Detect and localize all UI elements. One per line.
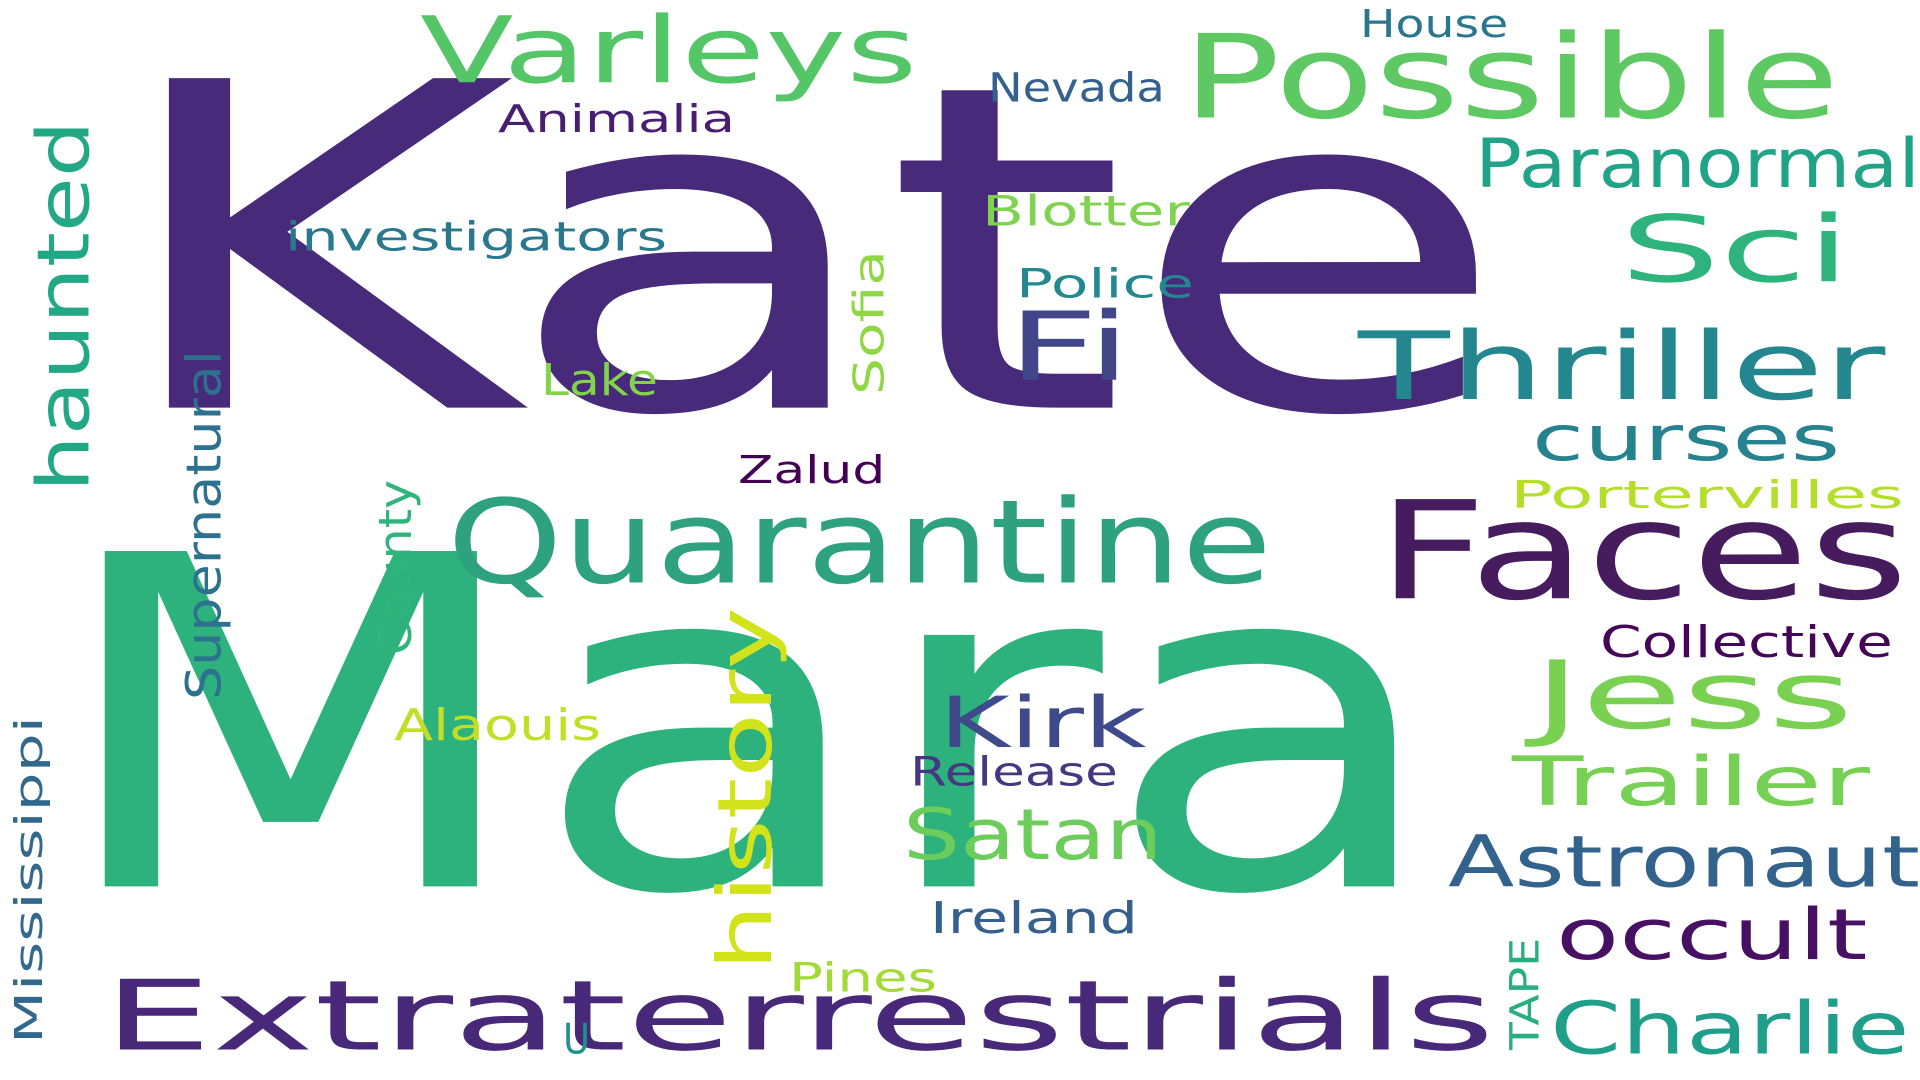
word-kate: Kate — [108, 0, 1510, 517]
word-mara: Mara — [50, 458, 1445, 997]
word-astronaut: Astronaut — [1448, 820, 1920, 904]
word-paranormal: Paranormal — [1475, 123, 1920, 204]
word-zalud: Zalud — [738, 447, 886, 493]
word-tape: TAPE — [1501, 937, 1549, 1050]
word-possible: Possible — [1182, 9, 1840, 146]
word-police: Police — [1016, 260, 1194, 308]
word-haunted: haunted — [21, 120, 106, 492]
word-quarantine: Quarantine — [447, 474, 1273, 611]
word-history: history — [701, 607, 789, 971]
word-lake: Lake — [541, 354, 658, 406]
word-house: House — [1360, 1, 1509, 47]
word-satan: Satan — [903, 793, 1163, 876]
word-nevada: Nevada — [988, 64, 1165, 112]
word-animalia: Animalia — [498, 96, 736, 142]
word-sci: Sci — [1620, 195, 1851, 304]
word-pines: Pines — [789, 954, 937, 1002]
word-investigators: investigators — [285, 213, 668, 261]
word-u: U — [563, 1014, 591, 1064]
word-mississippi: Mississippi — [6, 716, 52, 1044]
word-faces: Faces — [1377, 471, 1909, 631]
word-portervilles: Portervilles — [1510, 472, 1905, 518]
word-supernatural: Supernatural — [175, 350, 232, 700]
word-thriller: Thriller — [1358, 311, 1886, 422]
word-county: County — [368, 479, 422, 655]
word-curses: curses — [1532, 402, 1841, 475]
word-charlie: Charlie — [1550, 986, 1910, 1071]
word-jess: Jess — [1533, 640, 1854, 751]
word-fi: Fi — [1007, 291, 1132, 403]
word-ireland: Ireland — [930, 892, 1138, 944]
word-trailer: Trailer — [1512, 741, 1870, 822]
word-release: Release — [910, 748, 1118, 796]
word-blotter: Blotter — [982, 186, 1190, 236]
word-extraterrestrials: Extraterrestrials — [103, 959, 1495, 1073]
word-alaouis: Alaouis — [394, 699, 601, 751]
word-kirk: Kirk — [939, 681, 1147, 764]
word-collective: Collective — [1600, 616, 1893, 668]
word-occult: occult — [1556, 893, 1868, 976]
word-sofia: Sofia — [844, 250, 894, 395]
word-varleys: Varleys — [420, 0, 918, 105]
